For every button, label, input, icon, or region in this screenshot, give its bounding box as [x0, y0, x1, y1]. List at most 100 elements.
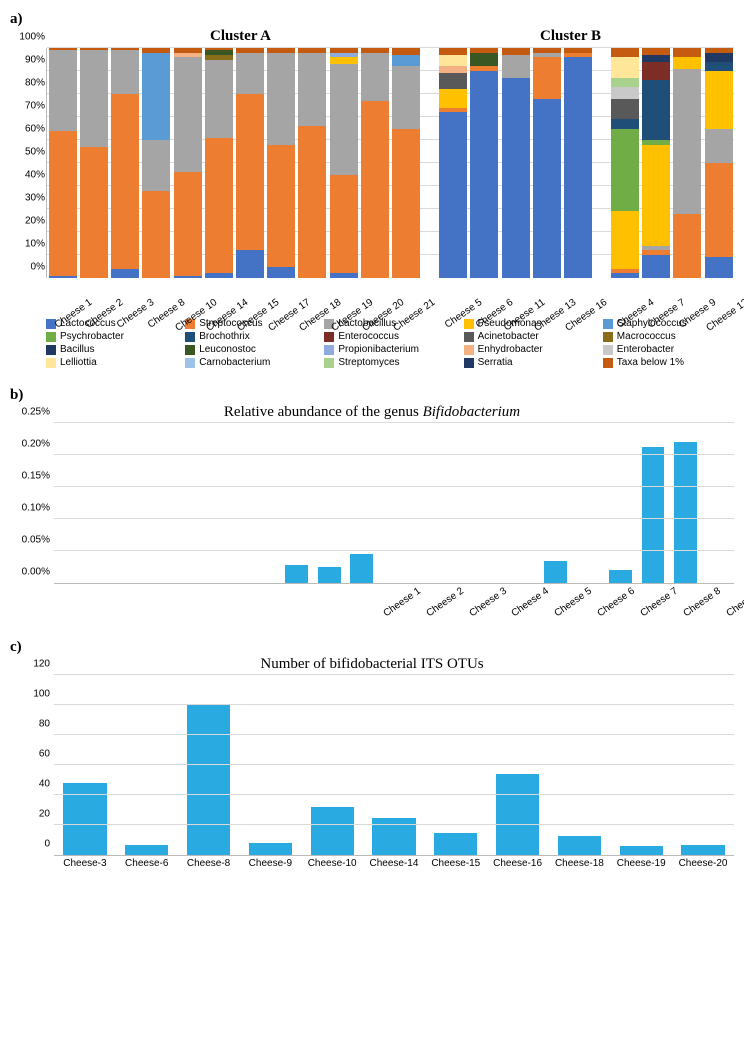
legend-swatch — [603, 358, 613, 368]
panel-c: c) Number of bifidobacterial ITS OTUs 02… — [10, 638, 734, 869]
panel-a-segment — [392, 48, 420, 55]
panel-a-segment — [502, 55, 530, 78]
panel-a-bar-slot: Cheese 13 — [531, 48, 562, 278]
panel-a-ytick: 40% — [25, 170, 45, 181]
panel-a-segment — [705, 257, 733, 278]
panel-a-segment — [642, 255, 670, 278]
panel-a-segment — [361, 53, 389, 101]
panel-a-ytick: 100% — [19, 32, 45, 43]
panel-a-ytick: 90% — [25, 55, 45, 66]
bar-slot — [610, 675, 672, 855]
bar-slot — [425, 675, 487, 855]
legend-label: Bacillus — [60, 344, 94, 355]
panel-a-bar — [533, 48, 561, 278]
panel-a-segment — [174, 276, 202, 278]
panel-a-segment — [642, 48, 670, 55]
xlabel: Cheese-10 — [301, 856, 363, 869]
cluster-a-label: Cluster A — [210, 28, 271, 45]
panel-a-label: a) — [10, 11, 23, 27]
panel-a-segment — [673, 214, 701, 278]
panel-a-segment — [49, 276, 77, 278]
panel-b-title: Relative abundance of the genus Bifidoba… — [10, 404, 734, 421]
panel-a-segment — [330, 273, 358, 278]
ytick: 100 — [33, 689, 50, 700]
panel-a-segment — [49, 131, 77, 276]
panel-a-bar-slot: Cheese 19 — [328, 48, 359, 278]
panel-a-ytick: 30% — [25, 193, 45, 204]
panel-a-segment — [611, 57, 639, 78]
panel-a-bar — [502, 48, 530, 278]
bar-slot — [540, 423, 572, 583]
panel-a-segment — [611, 48, 639, 57]
bar-slot — [475, 423, 507, 583]
panel-c-title: Number of bifidobacterial ITS OTUs — [10, 656, 734, 673]
panel-a-segment — [142, 53, 170, 140]
legend-item: Propionibacterium — [324, 344, 455, 355]
bar-slot — [116, 675, 178, 855]
panel-a-segment — [439, 89, 467, 107]
legend-item: Lelliottia — [46, 357, 177, 368]
panel-a-segment — [611, 99, 639, 120]
legend-swatch — [46, 345, 56, 355]
legend-item: Streptomyces — [324, 357, 455, 368]
ytick: 40 — [39, 779, 50, 790]
panel-a-bar — [174, 48, 202, 278]
bar-slot — [313, 423, 345, 583]
bar — [609, 570, 632, 583]
bar — [249, 843, 292, 855]
panel-a-bar — [470, 48, 498, 278]
bar-slot — [216, 423, 248, 583]
panel-c-chart: 020406080100120 — [54, 675, 734, 856]
panel-a-segment — [361, 101, 389, 278]
panel-a-segment — [439, 66, 467, 73]
panel-a-bar — [330, 48, 358, 278]
panel-a-bar — [236, 48, 264, 278]
bar-slot — [184, 423, 216, 583]
xlabel: Cheese-6 — [116, 856, 178, 869]
panel-a-bar-slot: Cheese 12 — [703, 48, 734, 278]
legend-item: Enterococcus — [324, 331, 455, 342]
panel-b-bars — [54, 423, 734, 583]
panel-a-segment — [205, 273, 233, 278]
ytick: 120 — [33, 659, 50, 670]
panel-a-bar-slot: Cheese 8 — [141, 48, 172, 278]
panel-a-bar — [439, 48, 467, 278]
bar — [311, 807, 354, 855]
ytick: 0 — [44, 839, 50, 850]
panel-a-segment — [330, 57, 358, 64]
panel-a-segment — [142, 191, 170, 278]
panel-a-segment — [642, 62, 670, 80]
legend-item: Leuconostoc — [185, 344, 316, 355]
panel-a-segment — [298, 126, 326, 278]
gridline — [54, 704, 734, 705]
legend-label: Leuconostoc — [199, 344, 256, 355]
panel-a-segment — [705, 71, 733, 129]
legend-swatch — [185, 358, 195, 368]
panel-a-bar-slot: Cheese 9 — [672, 48, 703, 278]
legend-label: Taxa below 1% — [617, 357, 684, 368]
panel-a-segment — [111, 50, 139, 94]
panel-a-ytick: 20% — [25, 216, 45, 227]
panel-a-segment — [611, 273, 639, 278]
bar-slot — [669, 423, 701, 583]
legend-swatch — [464, 332, 474, 342]
legend-swatch — [603, 345, 613, 355]
legend-item: Taxa below 1% — [603, 357, 734, 368]
panel-b: b) Relative abundance of the genus Bifid… — [10, 386, 734, 620]
ytick: 0.05% — [22, 535, 50, 546]
panel-a-ytick: 80% — [25, 78, 45, 89]
bar — [642, 447, 665, 583]
panel-a-segment — [470, 53, 498, 67]
legend-swatch — [464, 358, 474, 368]
panel-a-segment — [392, 55, 420, 67]
xlabel: Cheese-9 — [239, 856, 301, 869]
bar-slot — [54, 423, 86, 583]
panel-a-ytick: 60% — [25, 124, 45, 135]
panel-a-segment — [470, 71, 498, 278]
gridline — [54, 764, 734, 765]
panel-a-bar — [111, 48, 139, 278]
panel-a-bar-slot: Cheese 10 — [172, 48, 203, 278]
panel-a-segment — [80, 50, 108, 147]
xlabel: Cheese-15 — [425, 856, 487, 869]
panel-a-segment — [502, 48, 530, 55]
